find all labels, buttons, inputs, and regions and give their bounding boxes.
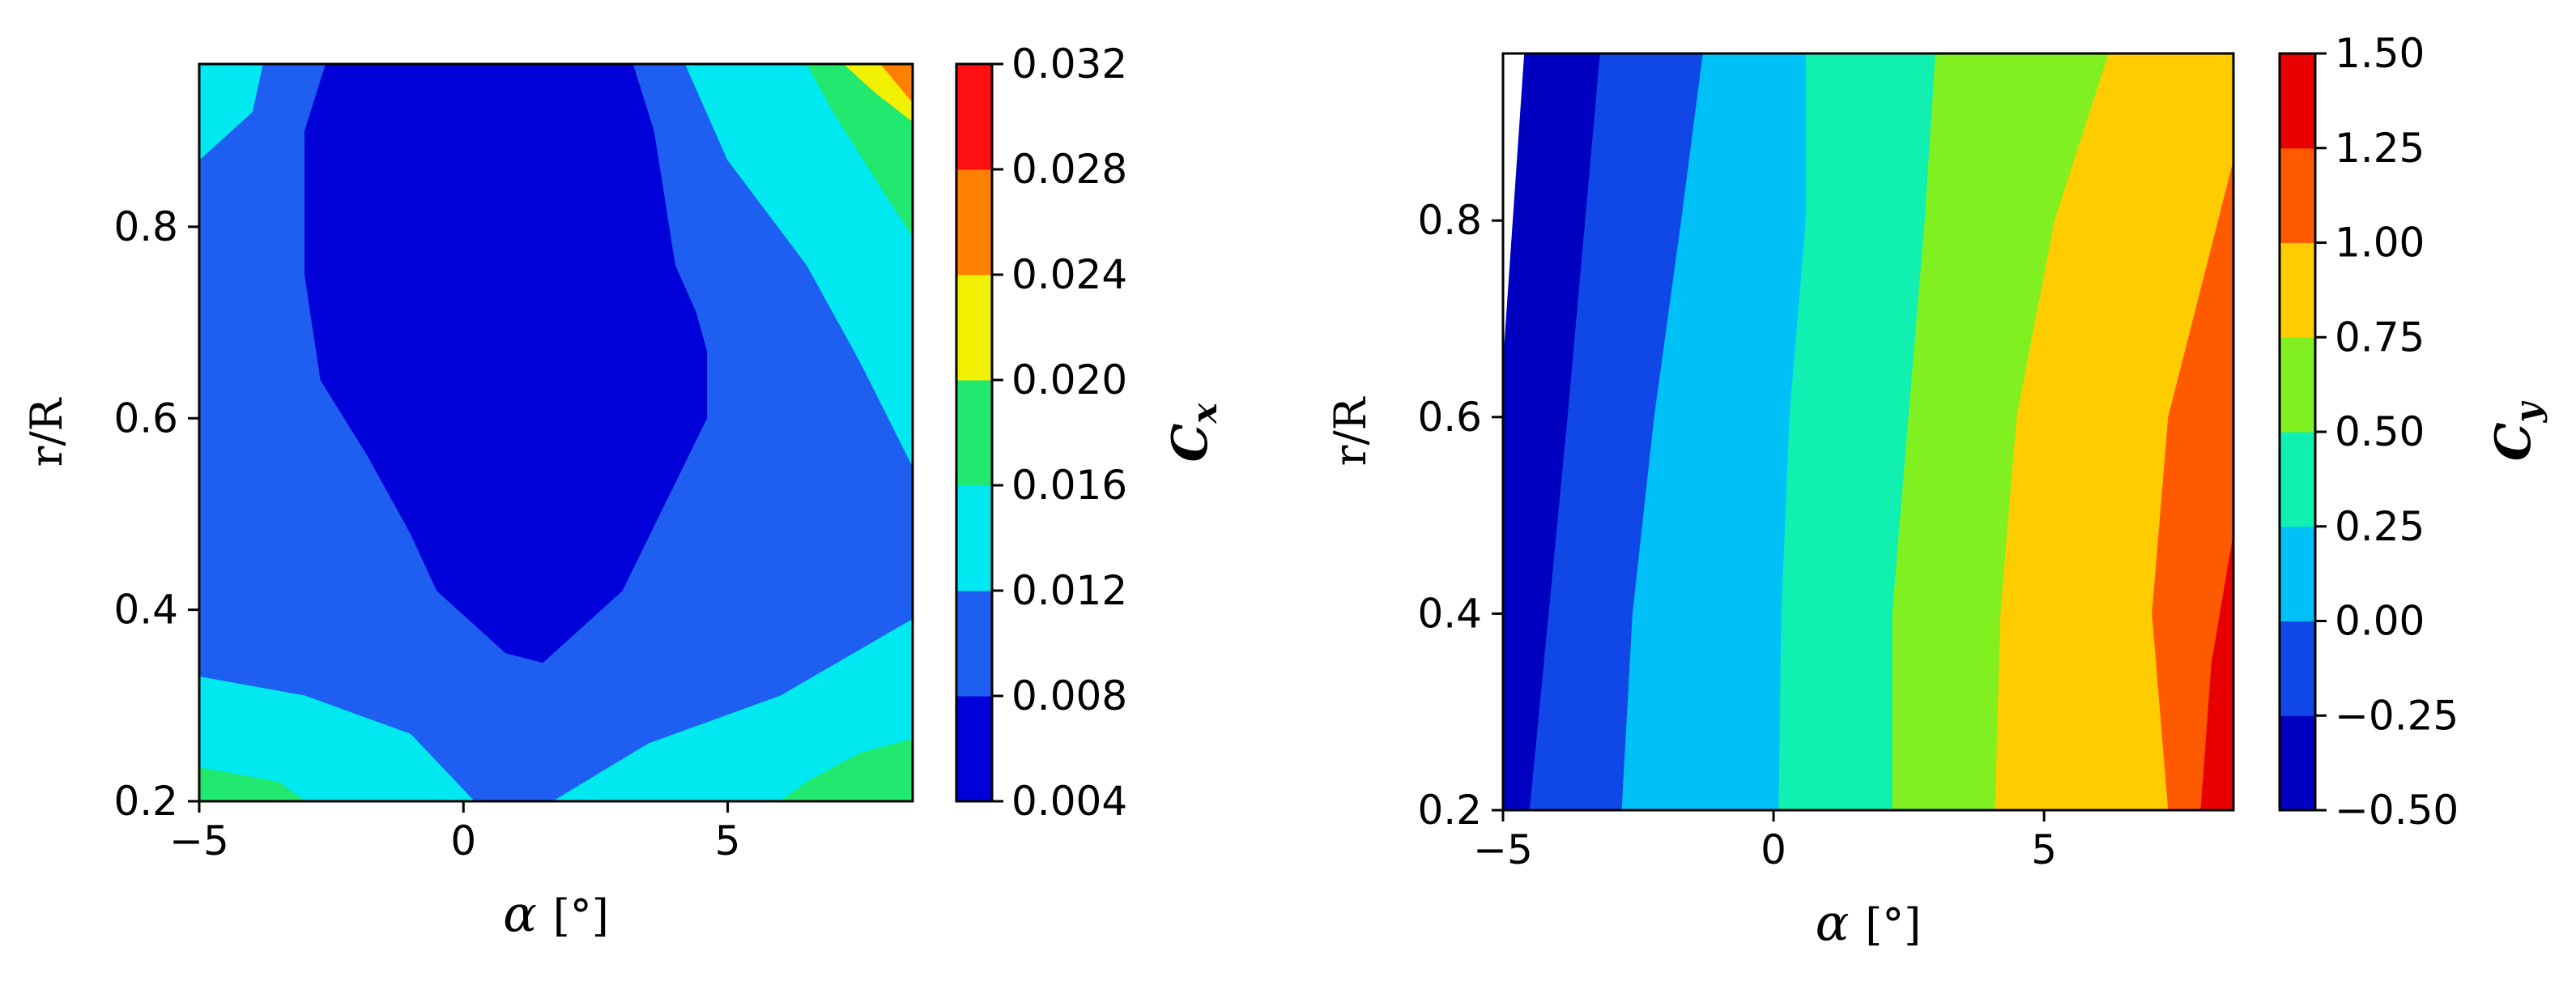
cy-contour-panel: −5 0 5 0.2 0.4 0.6 0.8 r/R α [°] −0.50 −0.25 0.0…: [1325, 30, 2548, 952]
right-colorbar-segment-1: [2280, 621, 2315, 716]
left-ytick-label: 0.8: [113, 203, 178, 250]
left-colorbar-tick-label: 0.020: [1011, 356, 1127, 403]
left-colorbar-tick-label: 0.012: [1011, 567, 1127, 614]
right-ylabel: r/R: [1325, 396, 1376, 466]
left-contour-region-3: [684, 64, 913, 467]
left-colorbar-tick-label: 0.016: [1011, 462, 1127, 509]
right-colorbar-tick-label: 0.25: [2335, 503, 2425, 550]
right-colorbar-segment-4: [2280, 337, 2315, 433]
left-contour-region-9: [304, 64, 707, 664]
right-ytick-label: 0.2: [1417, 787, 1482, 834]
left-colorbar-tick-label: 0.008: [1011, 672, 1127, 719]
left-colorbar-frame: [955, 62, 994, 803]
left-colorbar-segment-4: [956, 275, 992, 381]
left-ytick-label: 0.2: [113, 778, 178, 825]
left-contour-region-5: [780, 738, 913, 801]
left-colorbar-segment-0: [956, 696, 992, 802]
left-colorbar-segment-6: [956, 64, 992, 170]
left-colorbar-segment-1: [956, 591, 992, 697]
right-contour-band-7: [2200, 535, 2233, 810]
right-colorbar-segment-3: [2280, 432, 2315, 527]
right-colorbar-tick-label: 1.50: [2335, 30, 2425, 77]
right-xlabel: α [°]: [1816, 893, 1922, 952]
right-colorbar-tick-label: −0.50: [2335, 787, 2459, 834]
left-colorbar-segment-5: [956, 169, 992, 275]
right-plot-frame: [1501, 52, 2235, 812]
left-plot-frame: [198, 62, 914, 803]
right-colorbar-tick-label: 1.00: [2335, 220, 2425, 267]
right-xtick-label: 5: [2031, 826, 2057, 873]
right-contour-band-0: [1503, 53, 1601, 810]
right-colorbar-tick-label: 1.25: [2335, 125, 2425, 172]
left-colorbar-tick-label: 0.004: [1011, 778, 1127, 825]
left-xtick-label: 5: [715, 817, 741, 864]
right-colorbar-tick-label: 0.50: [2335, 408, 2425, 455]
left-xtick-label: −5: [169, 817, 229, 864]
left-colorbar-tick-label: 0.032: [1011, 41, 1127, 87]
right-colorbar-segment-2: [2280, 526, 2315, 621]
left-ylabel: r/R: [21, 397, 72, 467]
cx-contour-panel: −5 0 5 0.2 0.4 0.6 0.8 r/R α [°] 0.004 0.008 0.0…: [21, 41, 1224, 943]
left-colorbar-tick-label: 0.024: [1011, 251, 1127, 298]
left-xlabel: α [°]: [503, 884, 609, 943]
right-xtick-label: −5: [1473, 826, 1533, 873]
right-colorbar-segment-5: [2280, 242, 2315, 338]
left-ytick-label: 0.6: [113, 395, 178, 442]
right-ytick-label: 0.4: [1417, 590, 1482, 637]
right-ytick-label: 0.6: [1417, 394, 1482, 441]
left-ytick-label: 0.4: [113, 587, 178, 634]
right-xtick-label: 0: [1761, 826, 1786, 873]
left-contour-region-2: [199, 64, 263, 160]
right-colorbar-tick-label: −0.25: [2335, 692, 2459, 739]
right-colorbar-segment-6: [2280, 147, 2315, 243]
left-contour-region-6: [806, 64, 913, 237]
right-colorbar-label: Cy: [2485, 400, 2548, 461]
right-colorbar-tick-label: 0.75: [2335, 314, 2425, 361]
left-colorbar-segment-2: [956, 485, 992, 591]
left-colorbar-segment-3: [956, 380, 992, 486]
left-contour-region-8: [880, 64, 913, 104]
left-contour-region-4: [199, 767, 306, 801]
right-colorbar-segment-0: [2280, 715, 2315, 811]
right-colorbar-tick-label: 0.00: [2335, 598, 2425, 645]
right-ytick-label: 0.8: [1417, 197, 1482, 244]
left-colorbar-label: Cx: [1162, 403, 1224, 463]
left-contour-region-1: [199, 618, 913, 801]
left-colorbar-tick-label: 0.028: [1011, 146, 1127, 193]
left-xtick-label: 0: [450, 817, 476, 864]
right-colorbar-segment-7: [2280, 53, 2315, 149]
